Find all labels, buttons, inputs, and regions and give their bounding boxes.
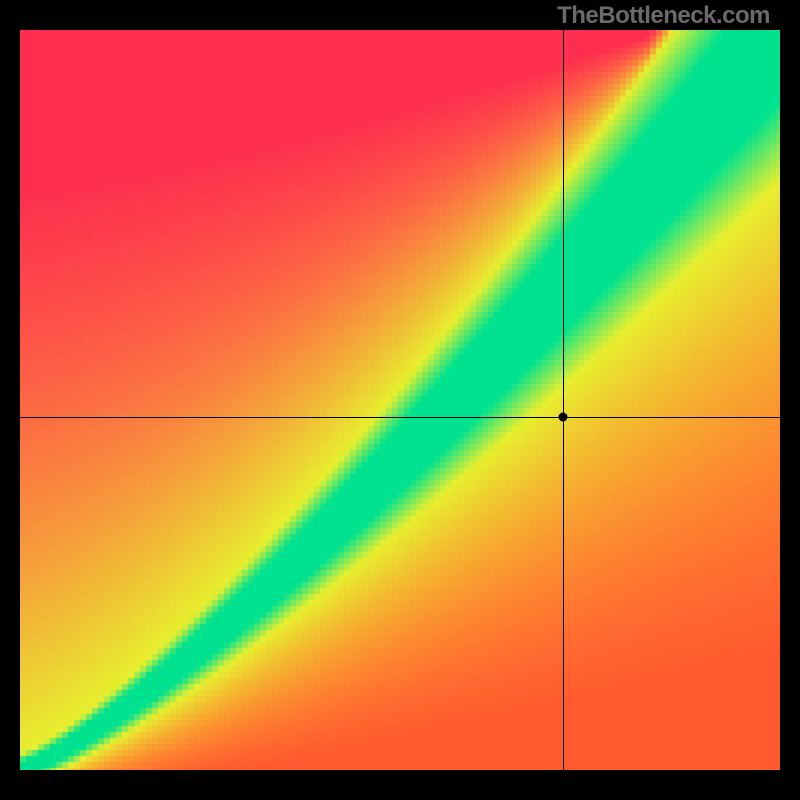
plot-area [20,30,780,770]
watermark-text: TheBottleneck.com [557,2,770,30]
crosshair-vertical [563,30,564,770]
heatmap-canvas [20,30,780,770]
data-point-marker [559,413,568,422]
crosshair-horizontal [20,417,780,418]
